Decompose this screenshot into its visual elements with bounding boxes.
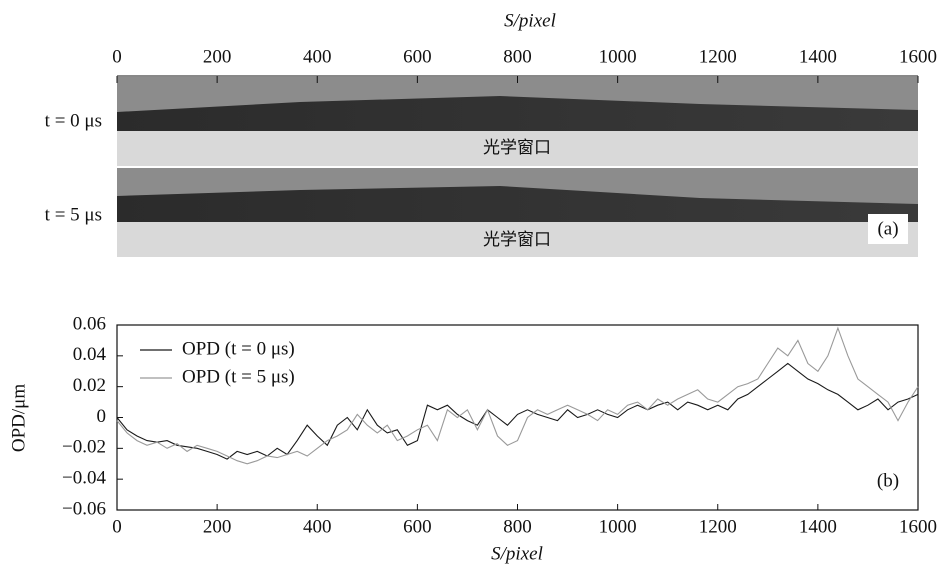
y-tick-label: 0.02 xyxy=(73,375,106,396)
window-label: 光学窗口 xyxy=(483,138,551,158)
x-tick-label: 1400 xyxy=(799,46,837,67)
y-tick-label: −0.02 xyxy=(62,437,106,458)
label-box xyxy=(868,214,908,244)
row-label: t = 0 μs xyxy=(45,110,102,131)
panel-label: (a) xyxy=(877,218,898,239)
x-tick-label: 1600 xyxy=(899,516,937,537)
y-tick-label: −0.06 xyxy=(62,498,106,519)
window xyxy=(117,131,918,166)
y-tick-label: −0.04 xyxy=(62,468,106,489)
y-tick-label: 0.04 xyxy=(73,344,107,365)
x-tick-label: 1000 xyxy=(599,46,637,67)
x-tick-label: 600 xyxy=(403,46,432,67)
x-tick-label: 0 xyxy=(112,516,122,537)
flow-layer xyxy=(117,96,918,131)
y-tick-label: 0.06 xyxy=(73,313,106,334)
x-tick-label: 200 xyxy=(203,46,232,67)
x-tick-label: 200 xyxy=(203,516,232,537)
window xyxy=(117,222,918,257)
x-tick-label: 1600 xyxy=(899,46,937,67)
x-tick-label: 400 xyxy=(303,516,332,537)
window-label: 光学窗口 xyxy=(483,230,551,250)
x-tick-label: 1200 xyxy=(699,516,737,537)
x-tick-label: 0 xyxy=(112,46,122,67)
x-tick-label: 600 xyxy=(403,516,432,537)
x-tick-label: 400 xyxy=(303,46,332,67)
x-tick-label: 1400 xyxy=(799,516,837,537)
x-tick-label: 800 xyxy=(503,46,532,67)
flow-layer xyxy=(117,186,918,223)
x-axis-label: S/pixel xyxy=(504,10,556,31)
x-tick-label: 1200 xyxy=(699,46,737,67)
legend-label: OPD (t = 0 μs) xyxy=(182,338,295,359)
series-line xyxy=(116,362,919,460)
x-tick-label: 1000 xyxy=(599,516,637,537)
x-axis-label: S/pixel xyxy=(491,543,543,564)
panel-label: (b) xyxy=(877,470,899,491)
legend-label: OPD (t = 5 μs) xyxy=(182,366,295,387)
y-axis-label: OPD/μm xyxy=(8,384,29,452)
x-tick-label: 800 xyxy=(503,516,532,537)
y-tick-label: 0 xyxy=(97,406,107,427)
series-line xyxy=(116,326,919,465)
row-label: t = 5 μs xyxy=(45,204,102,225)
